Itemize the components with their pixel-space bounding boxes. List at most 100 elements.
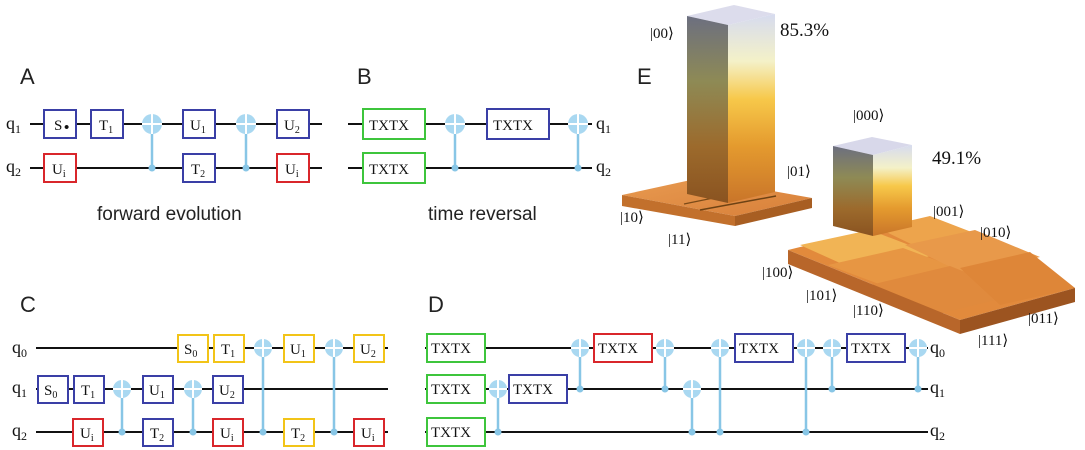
ket-010-label: |010⟩ <box>980 225 1011 241</box>
panel-c-qubit-0-label: q0 <box>12 337 27 360</box>
gate-ui: Ui <box>72 418 104 447</box>
gate-ui: Ui <box>212 418 244 447</box>
ket-011-label: |011⟩ <box>1028 311 1059 327</box>
gate-s: S • <box>43 109 77 139</box>
gate-u2: U2 <box>276 109 310 139</box>
panel-c-cnot-1 <box>113 380 131 436</box>
panel-d-cnot-6 <box>797 339 815 436</box>
gate-txtx: TXTX <box>362 152 426 184</box>
gate-s0: S0 <box>177 334 209 363</box>
gate-u1: U1 <box>283 334 315 363</box>
svg-text:TXTX: TXTX <box>513 382 553 398</box>
gate-u2: U2 <box>353 334 385 363</box>
svg-text:T1: T1 <box>81 383 95 401</box>
svg-text:Ui: Ui <box>285 162 299 180</box>
ket-100-label: |100⟩ <box>762 265 793 281</box>
panel-b-cnot-1 <box>445 114 465 172</box>
gate-t1: T1 <box>213 334 245 363</box>
floor-tile-side-right <box>735 198 812 226</box>
gate-txtx: TXTX <box>734 333 794 363</box>
panel-d-cnot-2 <box>571 339 589 393</box>
panel-c: C q0 q1 q2 <box>12 292 388 447</box>
gate-ui: Ui <box>276 153 310 183</box>
panel-e-label: E <box>637 64 652 89</box>
panel-d: D q0 q1 q2 <box>425 292 945 447</box>
svg-text:T1: T1 <box>99 118 113 136</box>
panel-a-cnot-2 <box>236 114 256 172</box>
panel-d-qubit-0-label: q0 <box>930 337 945 360</box>
gate-t2: T2 <box>182 153 216 183</box>
panel-a-caption: forward evolution <box>97 204 242 225</box>
svg-text:TXTX: TXTX <box>431 382 471 398</box>
ket-01-label: |01⟩ <box>787 164 811 180</box>
panel-a-label: A <box>20 64 35 89</box>
floor3-side-right <box>960 288 1075 334</box>
panel-a-qubit-2-label: q2 <box>6 156 21 179</box>
svg-text:TXTX: TXTX <box>431 341 471 357</box>
svg-text:TXTX: TXTX <box>598 341 638 357</box>
svg-text:S: S <box>54 118 62 134</box>
gate-t2: T2 <box>283 418 315 447</box>
panel-d-label: D <box>428 292 444 317</box>
gate-txtx: TXTX <box>846 333 906 363</box>
gate-txtx: TXTX <box>593 333 653 363</box>
svg-text:U1: U1 <box>149 383 165 401</box>
gate-s0: S0 <box>37 375 69 404</box>
panel-c-cnot-3 <box>254 339 272 436</box>
panel-a-cnot-1 <box>142 114 162 172</box>
gate-ui: Ui <box>43 153 77 183</box>
panel-b-caption: time reversal <box>428 204 537 225</box>
svg-text:S0: S0 <box>184 342 197 360</box>
panel-e: E |00⟩ 85.3% |01⟩ |10⟩ |11⟩ <box>620 5 1075 349</box>
panel-d-qubit-1-label: q1 <box>930 377 945 400</box>
ket-00-label: |00⟩ <box>650 26 674 42</box>
svg-text:TXTX: TXTX <box>369 118 409 134</box>
svg-text:T2: T2 <box>150 426 164 444</box>
bar-000-side-left <box>833 146 873 236</box>
svg-text:TXTX: TXTX <box>431 425 471 441</box>
floor-tile-side <box>622 195 735 226</box>
gate-t1: T1 <box>73 375 105 404</box>
ket-11-label: |11⟩ <box>668 232 691 248</box>
panel-a: A q1 q2 S • T1 <box>6 64 322 225</box>
gate-t2: T2 <box>142 418 174 447</box>
svg-text:T2: T2 <box>191 162 205 180</box>
ket-110-label: |110⟩ <box>853 303 884 319</box>
panel-b-label: B <box>357 64 372 89</box>
gate-u2: U2 <box>212 375 244 404</box>
svg-text:S0: S0 <box>44 383 57 401</box>
gate-txtx: TXTX <box>426 333 486 363</box>
panel-d-qubit-2-label: q2 <box>930 420 945 443</box>
bar-000-side-right <box>873 145 912 236</box>
two-qubit-histogram: |00⟩ 85.3% |01⟩ |10⟩ |11⟩ <box>620 5 829 248</box>
svg-text:•: • <box>64 120 69 136</box>
svg-text:Ui: Ui <box>80 426 94 444</box>
panel-c-cnot-2 <box>184 380 202 436</box>
svg-text:U2: U2 <box>284 118 300 136</box>
svg-text:U2: U2 <box>219 383 235 401</box>
svg-text:T2: T2 <box>291 426 305 444</box>
bar-000-top <box>833 137 912 155</box>
svg-text:U1: U1 <box>290 342 306 360</box>
panel-c-label: C <box>20 292 36 317</box>
panel-c-qubit-2-label: q2 <box>12 420 27 443</box>
svg-text:TXTX: TXTX <box>493 118 533 134</box>
ket-000-label: |000⟩ <box>853 108 884 124</box>
panel-c-qubit-1-label: q1 <box>12 377 27 400</box>
gate-txtx: TXTX <box>426 374 486 404</box>
svg-text:TXTX: TXTX <box>369 162 409 178</box>
gate-ui: Ui <box>353 418 385 447</box>
svg-text:Ui: Ui <box>220 426 234 444</box>
svg-text:TXTX: TXTX <box>739 341 779 357</box>
panel-b-cnot-2 <box>568 114 588 172</box>
pct-85-label: 85.3% <box>780 20 829 41</box>
panel-a-qubit-1-label: q1 <box>6 113 21 136</box>
floor3-side-left <box>788 250 960 334</box>
bar-00-side-right <box>728 14 775 203</box>
gate-u1: U1 <box>182 109 216 139</box>
pct-49-label: 49.1% <box>932 148 981 169</box>
svg-text:T1: T1 <box>221 342 235 360</box>
ket-001-label: |001⟩ <box>933 204 964 220</box>
svg-text:Ui: Ui <box>361 426 375 444</box>
svg-text:U2: U2 <box>360 342 376 360</box>
